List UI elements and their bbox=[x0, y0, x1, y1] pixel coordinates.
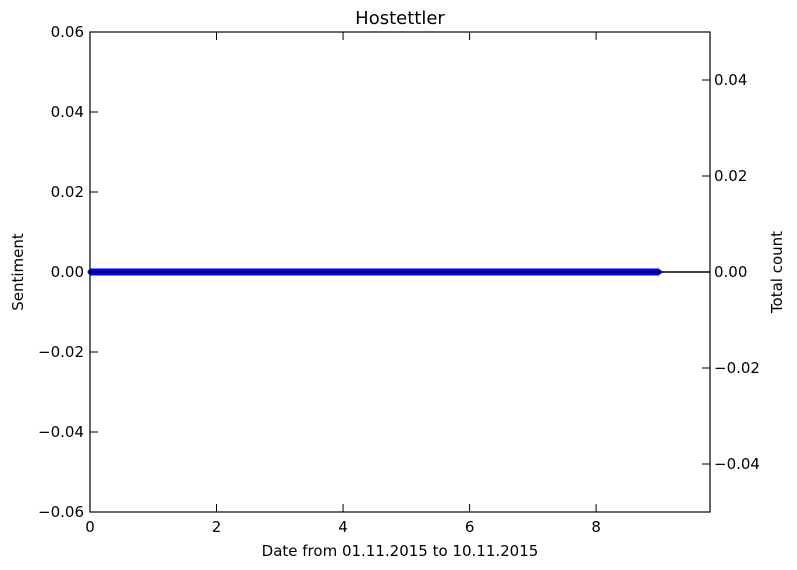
x-tick-label: 6 bbox=[465, 518, 475, 536]
y-tick-label: 0.04 bbox=[51, 103, 84, 121]
y2-tick-label: −0.04 bbox=[714, 455, 760, 473]
series-layer bbox=[87, 268, 710, 276]
y2-tick-label: −0.02 bbox=[714, 359, 760, 377]
x-tick-label: 8 bbox=[591, 518, 601, 536]
y2-tick-label: 0.02 bbox=[714, 167, 747, 185]
y-tick-label: 0.00 bbox=[51, 263, 84, 281]
ticks-layer: 0 2 4 6 8 −0.06 −0.04 −0.02 0.00 0.02 0.04 0.06 −0.0… bbox=[38, 23, 760, 536]
chart-title: Hostettler bbox=[355, 8, 445, 29]
x-tick-label: 2 bbox=[212, 518, 222, 536]
y-tick-label: 0.02 bbox=[51, 183, 84, 201]
y-tick-label: 0.06 bbox=[51, 23, 84, 41]
y-tick-label: −0.04 bbox=[38, 423, 84, 441]
x-tick-label: 0 bbox=[85, 518, 95, 536]
y2-tick-label: 0.00 bbox=[714, 263, 747, 281]
y2-tick-label: 0.04 bbox=[714, 71, 747, 89]
y-axis-label: Sentiment bbox=[9, 233, 27, 311]
x-axis-label: Date from 01.11.2015 to 10.11.2015 bbox=[262, 542, 539, 560]
y-tick-label: −0.06 bbox=[38, 503, 84, 521]
y2-axis-label: Total count bbox=[768, 231, 786, 314]
x-tick-label: 4 bbox=[338, 518, 348, 536]
y-tick-label: −0.02 bbox=[38, 343, 84, 361]
